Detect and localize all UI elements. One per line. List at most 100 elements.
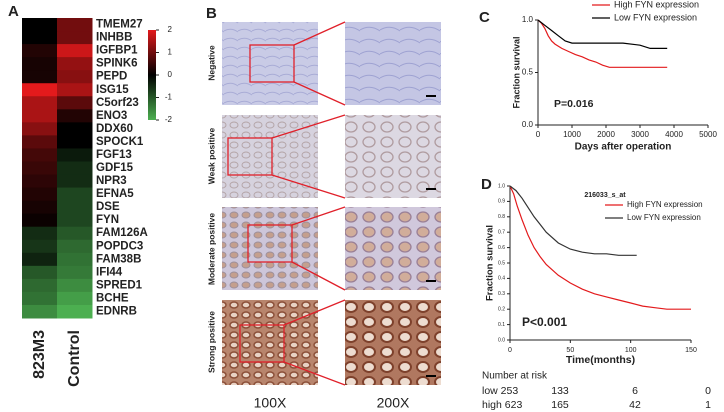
gene-label: BCHE [96, 292, 129, 304]
gene-label: DDX60 [96, 123, 133, 135]
y-tick-label: 0.3 [498, 291, 505, 297]
gene-label: C5orf23 [96, 97, 139, 109]
gene-label: EFNA5 [96, 188, 134, 200]
heatmap-cell [57, 200, 93, 215]
survival-curve [537, 19, 668, 49]
chart-title: 216033_s_at [584, 192, 626, 199]
heatmap-cell [57, 291, 93, 306]
survival-curve [537, 19, 668, 68]
gene-label: GDF15 [96, 162, 134, 174]
column-label: 823M3 [31, 330, 48, 379]
y-tick-label: 0.0 [498, 337, 505, 343]
panel-label: B [206, 5, 217, 22]
heatmap-cell [57, 265, 93, 280]
row-label: Negative [206, 45, 216, 81]
heatmap-cell [57, 135, 93, 149]
gene-label: ISG15 [96, 84, 129, 96]
gene-label: ENO3 [96, 110, 127, 122]
y-tick-label: 0.1 [498, 322, 505, 328]
heatmap-cell [22, 18, 58, 32]
y-tick-label: 1.0 [522, 15, 534, 24]
y-axis-label: Fraction survival [511, 36, 521, 108]
x-tick-label: 4000 [665, 130, 683, 139]
colorbar-tick-label: -2 [165, 115, 173, 124]
heatmap-cell [22, 226, 58, 241]
heatmap-cell [57, 31, 93, 45]
heatmap-cell [22, 304, 58, 319]
gene-label: IGFBP1 [96, 45, 138, 57]
heatmap-cell [22, 44, 58, 58]
y-tick-label: 0.8 [498, 214, 505, 220]
y-tick-label: 0.5 [498, 260, 505, 266]
gene-label: EDNRB [96, 306, 137, 318]
y-tick-label: 1.0 [498, 183, 505, 189]
legend-label: Low FYN expression [614, 12, 697, 22]
heatmap-cell [22, 122, 58, 136]
y-tick-label: 0.9 [498, 199, 505, 205]
risk-count: 165 [551, 399, 569, 411]
risk-count: 42 [629, 399, 641, 411]
p-value: P=0.016 [554, 98, 594, 110]
risk-count: 1 [705, 399, 711, 411]
colorbar-tick-label: 1 [168, 48, 173, 57]
heatmap-cell [57, 122, 93, 136]
gene-label: INHBB [96, 32, 132, 44]
gene-label: IFI44 [96, 266, 123, 278]
heatmap-cell [57, 57, 93, 71]
row-label: Weak positive [206, 127, 216, 184]
heatmap-cell [22, 291, 58, 306]
column-label: Control [66, 330, 83, 387]
heatmap-cell [57, 239, 93, 254]
heatmap-cell [57, 161, 93, 176]
ihc-images [222, 21, 441, 386]
heatmap-cell [22, 70, 58, 84]
heatmap-cell [57, 174, 93, 189]
survival-curve [509, 185, 637, 256]
colorbar [148, 30, 156, 120]
risk-count: 6 [632, 385, 638, 397]
y-tick-label: 0.2 [498, 307, 505, 313]
legend-label: High FYN expression [627, 200, 703, 209]
survival-curve [509, 185, 691, 310]
gene-label: SPOCK1 [96, 136, 144, 148]
gene-label: SPRED1 [96, 279, 143, 291]
y-tick-label: 0.7 [498, 230, 505, 236]
row-label: Strong positive [206, 311, 216, 373]
heatmap-cell [57, 304, 93, 319]
x-tick-label: 150 [685, 347, 697, 354]
panel-label: C [479, 9, 490, 26]
heatmap-cell [57, 213, 93, 228]
x-tick-label: 100 [625, 347, 637, 354]
heatmap-cell [22, 148, 58, 162]
heatmap-cell [22, 109, 58, 123]
panel-label: D [481, 176, 492, 193]
gene-label: FYN [96, 214, 119, 226]
heatmap-cell [57, 148, 93, 162]
colorbar-tick-label: -1 [165, 93, 173, 102]
x-axis-label: Time(months) [566, 354, 635, 366]
y-axis-label: Fraction survival [485, 225, 496, 301]
x-tick-label: 1000 [563, 130, 581, 139]
row-label: Moderate positive [206, 213, 216, 286]
risk-row-label: low 253 [482, 385, 518, 397]
y-tick-label: 0.4 [498, 276, 505, 282]
heatmap-cell [22, 83, 58, 97]
gene-label: NPR3 [96, 175, 127, 187]
risk-count: 133 [551, 385, 569, 397]
y-tick-label: 0.6 [498, 245, 505, 251]
risk-count: 0 [705, 385, 711, 397]
heatmap-cell [57, 44, 93, 58]
heatmap-cell [57, 109, 93, 123]
x-axis-label: Days after operation [575, 142, 672, 153]
heatmap-cell [57, 18, 93, 32]
x-tick-label: 2000 [597, 130, 615, 139]
heatmap-cell [57, 252, 93, 267]
heatmap-cell [22, 187, 58, 202]
heatmap-cell [22, 265, 58, 280]
gene-label: SPINK6 [96, 58, 138, 70]
heatmap-cell [57, 83, 93, 97]
heatmap-cell [57, 96, 93, 110]
x-tick-label: 3000 [631, 130, 649, 139]
magnification-label: 200X [377, 395, 410, 411]
